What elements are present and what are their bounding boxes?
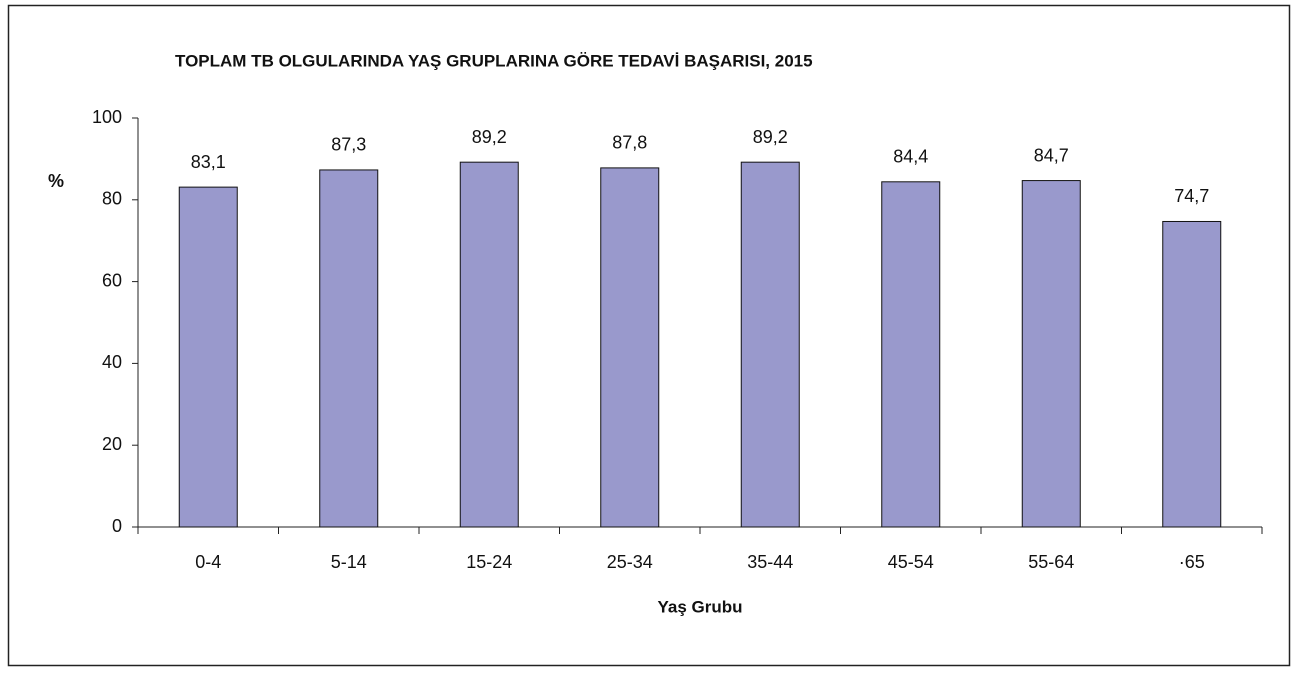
bar [740, 161, 800, 528]
x-axis-label: Yaş Grubu [657, 597, 742, 616]
y-tick-label: 0 [112, 516, 122, 536]
y-axis-label: % [48, 171, 64, 191]
y-tick-label: 40 [102, 352, 122, 372]
x-tick-label: 15-24 [466, 552, 512, 572]
value-label: 84,4 [893, 147, 928, 167]
x-tick-label: 55-64 [1028, 552, 1074, 572]
bar [600, 167, 660, 528]
bar [1162, 220, 1222, 528]
y-tick-label: 100 [92, 107, 122, 127]
bar [319, 169, 379, 528]
y-tick-label: 80 [102, 189, 122, 209]
y-tick-label: 20 [102, 434, 122, 454]
bar [459, 161, 519, 528]
bar [1021, 180, 1081, 528]
x-tick-label: 0-4 [195, 552, 221, 572]
x-tick-label: 25-34 [607, 552, 653, 572]
value-label: 84,7 [1034, 145, 1069, 165]
value-label: 89,2 [753, 127, 788, 147]
value-label: 87,3 [331, 135, 366, 155]
value-label: 89,2 [472, 127, 507, 147]
y-tick-label: 60 [102, 270, 122, 290]
bar [178, 186, 238, 528]
value-label: 87,8 [612, 133, 647, 153]
x-tick-label: 35-44 [747, 552, 793, 572]
x-tick-label: ·65 [1179, 552, 1205, 572]
value-label: 83,1 [191, 152, 226, 172]
chart-title: TOPLAM TB OLGULARINDA YAŞ GRUPLARINA GÖR… [175, 51, 813, 70]
x-tick-label: 5-14 [331, 552, 367, 572]
bar [881, 181, 941, 528]
value-label: 74,7 [1174, 186, 1209, 206]
x-tick-label: 45-54 [888, 552, 934, 572]
